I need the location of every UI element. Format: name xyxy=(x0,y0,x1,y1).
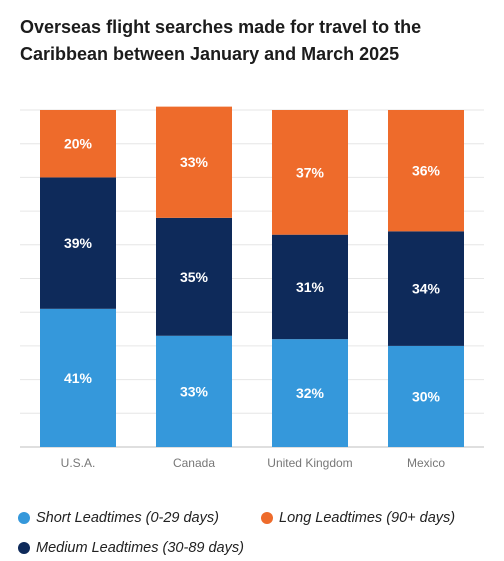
legend-label-long: Long Leadtimes (90+ days) xyxy=(279,510,456,526)
bar-segment xyxy=(388,345,464,447)
bar-segment xyxy=(40,110,116,178)
bar-segment xyxy=(40,177,116,309)
bar-segment xyxy=(40,308,116,447)
data-label: 30% xyxy=(412,388,441,404)
legend-item-medium[interactable]: Medium Leadtimes (30-89 days) xyxy=(18,540,244,556)
data-label: 20% xyxy=(64,136,93,152)
bar-segment xyxy=(156,217,232,336)
data-label: 33% xyxy=(180,383,209,399)
x-tick-label: U.S.A. xyxy=(61,456,96,470)
x-tick-label: United Kingdom xyxy=(267,456,352,470)
data-label: 35% xyxy=(180,269,209,285)
data-label: 36% xyxy=(412,163,441,179)
legend-swatch-medium xyxy=(18,542,30,554)
data-label: 39% xyxy=(64,235,93,251)
x-tick-label: Mexico xyxy=(407,456,445,470)
bar-segment xyxy=(156,106,232,218)
x-tick-label: Canada xyxy=(173,456,215,470)
data-label: 34% xyxy=(412,281,441,297)
bar-segment xyxy=(156,335,232,447)
data-label: 37% xyxy=(296,164,325,180)
legend-label-medium: Medium Leadtimes (30-89 days) xyxy=(36,540,244,556)
bar-segment xyxy=(272,339,348,447)
bar-segment xyxy=(272,234,348,340)
data-label: 31% xyxy=(296,279,325,295)
bar-segment xyxy=(388,110,464,232)
stacked-bar-chart: 41% 39% 20% U.S.A. 33% 35% 33% Canada 32% 31% 37% U… xyxy=(20,106,484,470)
legend-swatch-long xyxy=(261,512,273,524)
bar-segment xyxy=(388,231,464,346)
legend-item-long[interactable]: Long Leadtimes (90+ days) xyxy=(261,510,455,526)
data-label: 33% xyxy=(180,154,209,170)
chart-title: Overseas flight searches made for travel… xyxy=(20,17,422,64)
bar-segment xyxy=(272,110,348,235)
legend-label-short: Short Leadtimes (0-29 days) xyxy=(36,510,219,526)
data-label: 32% xyxy=(296,385,325,401)
legend-swatch-short xyxy=(18,512,30,524)
data-label: 41% xyxy=(64,370,93,386)
legend-item-short[interactable]: Short Leadtimes (0-29 days) xyxy=(18,510,219,526)
